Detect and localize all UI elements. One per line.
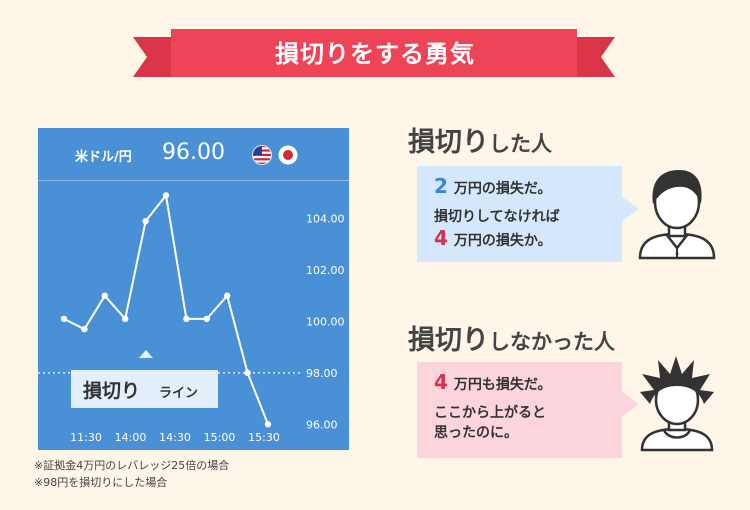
bubble-2-line-3: 思ったのに。 [434, 425, 518, 441]
bubble-1-line-1: 2 万円の損失だ。 [434, 174, 552, 198]
speech-bubble-1: 2 万円の損失だ。 損切りしてなければ 4 万円の損失か。 [417, 166, 622, 262]
bubble-2-line-2: ここから上がると [434, 405, 546, 421]
price-value: 96.00 [162, 140, 225, 165]
data-point [101, 292, 108, 299]
speech-bubble-2: 4 万円も損失だ。 ここから上がると 思ったのに。 [417, 362, 622, 458]
bubble-2-amount-1: 4 [434, 370, 448, 394]
y-tick-label: 104.00 [306, 213, 345, 226]
data-point [183, 315, 190, 323]
heading-2-sub: しなかった人 [489, 330, 615, 354]
currency-pair-label: 米ドル/円 [75, 150, 132, 165]
loss-cut-line-label: 損切り ライン [71, 370, 218, 408]
data-point [264, 421, 272, 428]
data-point [224, 292, 231, 299]
us-flag-icon [252, 145, 272, 165]
x-tick-label: 14:00 [115, 431, 147, 444]
data-point [142, 217, 149, 225]
y-tick-label: 98.00 [306, 367, 338, 380]
chart-header: 米ドル/円 96.00 [38, 128, 349, 181]
bubble-1-amount-2: 4 [434, 226, 448, 250]
data-point [162, 192, 170, 199]
bubble-2-line-1: 4 万円も損失だ。 [434, 370, 552, 394]
x-tick-label: 11:30 [70, 431, 102, 444]
bubble-1-line-3: 4 万円の損失か。 [434, 226, 552, 250]
x-tick-label: 15:00 [204, 431, 236, 444]
data-point [122, 315, 129, 323]
footnote-loss-cut: ※98円を損切りにした場合 [34, 476, 168, 489]
label-pointer [139, 350, 153, 358]
heading-2-main: 損切り [408, 325, 489, 356]
data-point [60, 315, 68, 323]
bubble-1-amount-1: 2 [434, 174, 448, 198]
y-tick-label: 102.00 [306, 264, 345, 277]
page-title: 損切りをする勇気 [275, 40, 475, 68]
y-tick-label: 100.00 [306, 315, 345, 328]
bubble-1-tail [621, 196, 639, 222]
heading-no-loss-cut-person: 損切りしなかった人 [408, 318, 615, 357]
data-point [203, 315, 210, 323]
data-point [244, 369, 251, 377]
loss-cut-label-main: 損切り [83, 380, 141, 402]
footnote-leverage: ※証拠金4万円のレバレッジ25倍の場合 [34, 459, 230, 472]
title-ribbon [133, 29, 615, 77]
loss-cut-label-sub: ライン [159, 386, 199, 401]
price-line-chart: 104.00 102.00 100.00 98.00 96.00 11:30 14:00 1… [38, 192, 345, 444]
heading-loss-cut-person: 損切りした人 [408, 120, 552, 159]
calm-man-icon [638, 170, 716, 260]
x-tick-label: 15:30 [248, 431, 280, 444]
heading-1-main: 損切り [408, 127, 489, 158]
x-tick-label: 14:30 [159, 431, 191, 444]
data-point [81, 325, 88, 333]
y-tick-label: 96.00 [306, 418, 338, 431]
spiky-hair-man-icon [640, 356, 714, 452]
bubble-1-line-2: 損切りしてなければ [434, 209, 560, 225]
bubble-2-tail [621, 391, 639, 417]
heading-1-sub: した人 [489, 132, 552, 156]
bubble-1-text-1: 万円の損失だ。 [453, 181, 552, 197]
fx-chart-panel: 米ドル/円 96.00 104.00 102.00 100.00 98.00 96.00 [38, 128, 349, 450]
bubble-1-text-3: 万円の損失か。 [453, 233, 552, 249]
jp-flag-icon [278, 145, 298, 165]
bubble-2-text-1: 万円も損失だ。 [453, 377, 552, 393]
